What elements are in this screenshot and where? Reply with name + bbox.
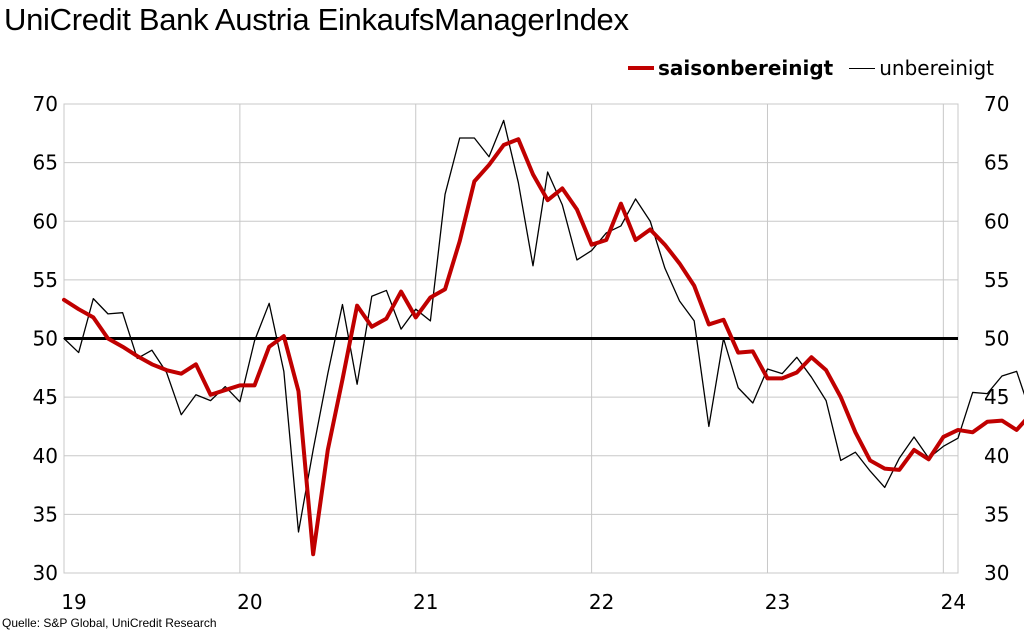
- y-tick-right-30: 30: [984, 561, 1009, 585]
- y-tick-left-45: 45: [33, 385, 58, 409]
- chart-title: UniCredit Bank Austria EinkaufsManagerIn…: [4, 2, 629, 37]
- y-tick-right-50: 50: [984, 327, 1009, 351]
- y-tick-left-55: 55: [33, 268, 58, 292]
- legend-swatch-saisonbereinigt: [627, 66, 654, 70]
- y-tick-right-45: 45: [984, 385, 1009, 409]
- y-tick-right-35: 35: [984, 502, 1009, 526]
- series-line-unbereinigt: [63, 119, 1024, 533]
- y-tick-left-70: 70: [33, 92, 58, 116]
- y-tick-left-65: 65: [33, 151, 58, 175]
- legend-label-unbereinigt: unbereinigt: [879, 56, 994, 80]
- x-tick-24: 24: [941, 590, 966, 614]
- y-tick-left-60: 60: [33, 209, 58, 233]
- y-tick-left-40: 40: [33, 444, 58, 468]
- y-tick-right-65: 65: [984, 151, 1009, 175]
- y-tick-right-40: 40: [984, 444, 1009, 468]
- y-tick-left-35: 35: [33, 502, 58, 526]
- y-tick-left-50: 50: [33, 327, 58, 351]
- x-tick-19: 19: [61, 590, 86, 614]
- x-tick-20: 20: [237, 590, 262, 614]
- legend-label-saisonbereinigt: saisonbereinigt: [657, 56, 834, 80]
- y-tick-right-55: 55: [984, 268, 1009, 292]
- y-tick-left-30: 30: [33, 561, 58, 585]
- series-line-saisonbereinigt: [62, 137, 1024, 557]
- x-tick-23: 23: [765, 590, 790, 614]
- x-tick-21: 21: [413, 590, 438, 614]
- legend-swatch-unbereinigt: [849, 67, 876, 69]
- y-tick-right-70: 70: [984, 92, 1009, 116]
- x-tick-22: 22: [589, 590, 614, 614]
- legend: saisonbereinigt unbereinigt: [627, 56, 994, 80]
- source-note: Quelle: S&P Global, UniCredit Research: [2, 616, 217, 630]
- y-tick-right-60: 60: [984, 209, 1009, 233]
